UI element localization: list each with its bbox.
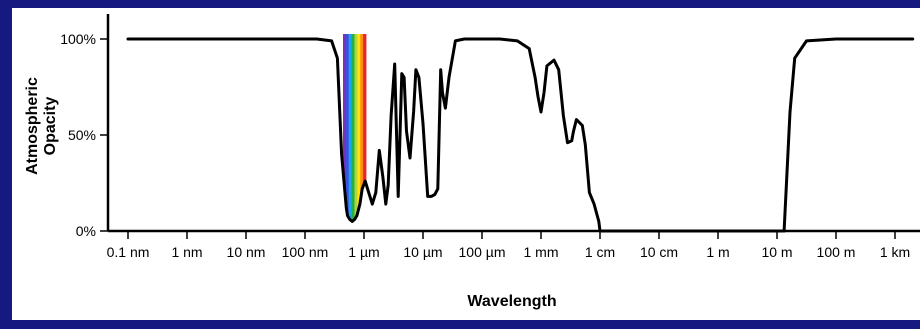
visible-band-stripe (363, 34, 367, 224)
opacity-curve (126, 37, 915, 233)
x-tick-label: 0.1 nm (107, 244, 150, 260)
x-tick-label: 100 µm (459, 244, 506, 260)
visible-band-stripe (360, 34, 364, 224)
visible-band-stripe (354, 34, 358, 224)
visible-light-band (343, 34, 367, 224)
y-tick-label: 0% (76, 223, 96, 239)
y-tick-label: 50% (68, 127, 96, 143)
x-tick-label: 1 nm (171, 244, 202, 260)
y-tick-label: 100% (60, 31, 96, 47)
plot-panel (12, 8, 920, 320)
x-tick-label: 10 nm (227, 244, 266, 260)
x-tick-label: 1 m (706, 244, 729, 260)
visible-band-stripe (351, 34, 355, 224)
y-axis-label-line-2: Opacity (42, 97, 59, 156)
visible-band-stripe (357, 34, 361, 224)
x-axis-label: Wavelength (467, 293, 556, 310)
x-tick-label: 1 cm (585, 244, 615, 260)
x-tick-label: 10 cm (640, 244, 678, 260)
y-axis-ticks: 100% 50% 0% (60, 31, 108, 239)
x-tick-label: 10 µm (403, 244, 442, 260)
x-tick-label: 1 km (880, 244, 910, 260)
y-axis-label-line-1: Atmospheric (24, 77, 41, 175)
visible-band-stripe (343, 34, 347, 224)
x-tick-label: 100 nm (282, 244, 329, 260)
visible-band-stripe (345, 34, 350, 224)
x-tick-label: 1 mm (524, 244, 559, 260)
x-tick-label: 1 µm (348, 244, 379, 260)
x-axis-ticks: 0.1 nm 1 nm 10 nm 100 nm 1 µm 10 µm 100 µm 1 mm… (107, 231, 910, 260)
x-tick-label: 10 m (761, 244, 792, 260)
x-tick-label: 100 m (817, 244, 856, 260)
visible-band-stripe (348, 34, 353, 224)
